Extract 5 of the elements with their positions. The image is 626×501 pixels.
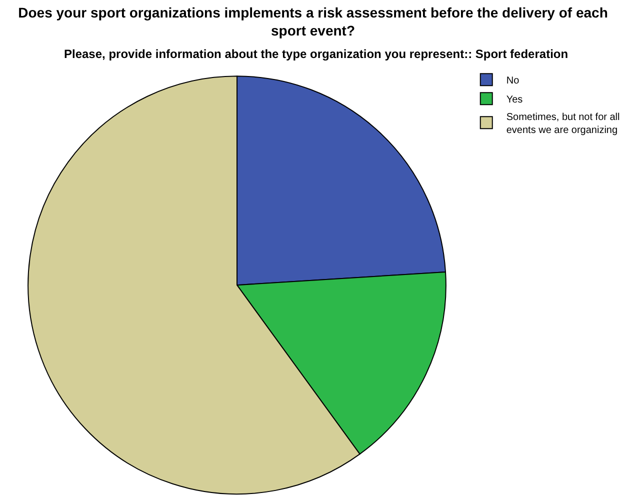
legend-label: Yes xyxy=(506,94,523,106)
chart-title: Does your sport organizations implements a risk assessment before the delivery of each sport event? xyxy=(18,4,608,39)
chart-subtitle: Please, provide information about the type organization you represent:: Sport federation xyxy=(64,47,568,61)
legend-label: Sometimes, but not for all events we are organizing xyxy=(506,112,620,136)
legend-label: No xyxy=(506,76,520,87)
